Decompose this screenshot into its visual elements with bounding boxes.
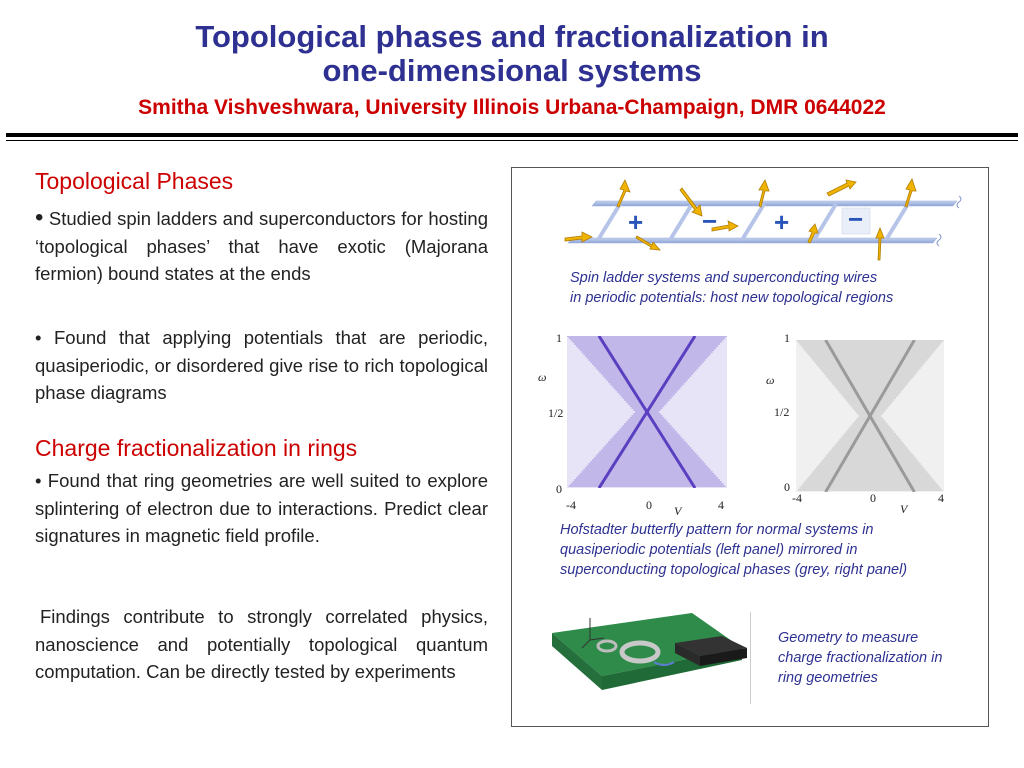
bullet-symbol: •	[35, 470, 42, 491]
ladder-sign-1: +	[628, 207, 643, 237]
spin-arrow-icon	[904, 178, 917, 208]
left-y-tick-bottom: 0	[556, 482, 562, 496]
ladder-sign-3: +	[774, 207, 789, 237]
spin-arrow-icon	[875, 226, 885, 261]
section-heading-charge-fractionalization: Charge fractionalization in rings	[35, 435, 358, 461]
spin-arrow-icon	[758, 179, 770, 208]
right-y-label: ω	[766, 373, 775, 387]
right-y-tick-top: 1	[784, 331, 790, 345]
left-y-tick-top: 1	[556, 331, 562, 345]
caption-ring-1: Geometry to measure	[778, 630, 919, 646]
caption-ring-3: ring geometries	[778, 670, 878, 686]
right-y-tick-mid: 1/2	[774, 405, 790, 419]
butterfly-plot-left	[567, 336, 727, 488]
ladder-sign-4: −	[848, 204, 863, 234]
left-y-tick-mid: 1/2	[548, 406, 564, 420]
ladder-sign-2: −	[702, 206, 717, 236]
header-rule-thin	[6, 140, 1018, 141]
caption-butterfly-3: superconducting topological phases (grey…	[560, 562, 908, 578]
caption-butterfly-1: Hofstadter butterfly pattern for normal …	[560, 522, 874, 538]
left-y-label: ω	[538, 370, 547, 384]
spin-arrow-icon	[826, 179, 857, 197]
spin-ladder-illustration: + − + −	[564, 178, 962, 261]
left-x-tick-neg4: -4	[566, 498, 576, 512]
spin-arrow-icon	[564, 231, 593, 243]
left-x-tick-4: 4	[718, 498, 724, 512]
ring-geometry-illustration	[552, 613, 747, 690]
image-divider	[750, 612, 751, 704]
title-line-2: one-dimensional systems	[322, 53, 702, 88]
section-heading-topological-phases: Topological Phases	[35, 168, 234, 194]
butterfly-plot-right	[796, 340, 944, 492]
header-rule-thick	[6, 133, 1018, 137]
spin-arrow-icon	[616, 179, 631, 208]
findings-paragraph: Findings contribute to strongly correlat…	[35, 606, 488, 682]
title-line-1: Topological phases and fractionalization…	[195, 19, 829, 54]
right-x-tick-4: 4	[938, 491, 944, 505]
plot-wing-curve	[597, 336, 697, 488]
spin-arrow-icon	[807, 223, 819, 244]
spin-arrow-icon	[679, 187, 703, 217]
right-y-tick-bottom: 0	[784, 480, 790, 494]
right-x-tick-neg4: -4	[792, 491, 802, 505]
plot-wing-curve	[824, 340, 916, 492]
caption-spin-ladder-2: in periodic potentials: host new topolog…	[570, 290, 894, 306]
bullet-ring-geometries: • Found that ring geometries are well su…	[35, 467, 488, 550]
right-x-label: V	[900, 502, 908, 516]
caption-butterfly-2: quasiperiodic potentials (left panel) mi…	[560, 542, 858, 558]
bullet-text: Found that applying potentials that are …	[35, 327, 488, 403]
caption-ring-2: charge fractionalization in	[778, 650, 943, 666]
bullet-spin-ladders: • Studied spin ladders and superconducto…	[35, 204, 488, 288]
bullet-text: Studied spin ladders and superconductors…	[35, 208, 488, 284]
bullet-symbol: •	[35, 327, 42, 348]
right-x-tick-0: 0	[870, 491, 876, 505]
left-x-label: V	[674, 504, 682, 518]
left-x-tick-0: 0	[646, 498, 652, 512]
bullet-symbol: •	[35, 204, 44, 231]
figure-panel: + − + − Spin ladder systems and supercon…	[511, 167, 989, 727]
author-subtitle: Smitha Vishveshwara, University Illinois…	[138, 96, 886, 119]
bullet-potentials: • Found that applying potentials that ar…	[35, 324, 488, 407]
caption-spin-ladder-1: Spin ladder systems and superconducting …	[570, 270, 878, 286]
spin-arrow-icon	[711, 220, 739, 232]
bullet-text: Found that ring geometries are well suit…	[35, 470, 489, 546]
spin-arrow-icon	[635, 235, 661, 251]
